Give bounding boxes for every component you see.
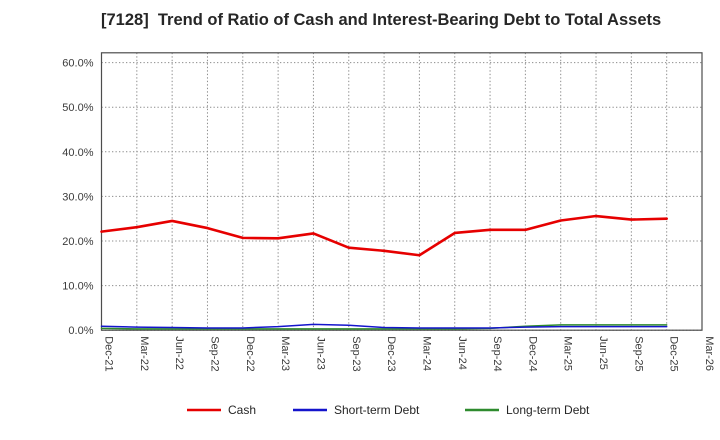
svg-text:10.0%: 10.0% [62,281,93,293]
svg-text:Short-term Debt: Short-term Debt [334,403,420,417]
svg-text:Sep-25: Sep-25 [632,336,644,371]
svg-text:50.0%: 50.0% [62,102,93,114]
svg-text:Mar-23: Mar-23 [279,336,291,371]
svg-text:Mar-25: Mar-25 [562,336,574,371]
svg-text:Dec-23: Dec-23 [385,336,397,371]
svg-text:Jun-25: Jun-25 [597,336,609,370]
svg-text:Jun-24: Jun-24 [456,336,468,370]
svg-text:0.0%: 0.0% [68,325,93,337]
svg-text:Dec-21: Dec-21 [103,336,115,371]
svg-text:Sep-23: Sep-23 [350,336,362,371]
svg-text:Dec-25: Dec-25 [668,336,680,371]
svg-text:Dec-22: Dec-22 [244,336,256,371]
svg-text:Cash: Cash [228,403,256,417]
svg-text:Dec-24: Dec-24 [526,336,538,371]
svg-text:Mar-22: Mar-22 [138,336,150,371]
svg-text:Mar-26: Mar-26 [703,336,715,371]
svg-text:60.0%: 60.0% [62,58,93,70]
svg-text:40.0%: 40.0% [62,147,93,159]
svg-text:Long-term Debt: Long-term Debt [506,403,590,417]
svg-text:Jun-22: Jun-22 [173,336,185,370]
svg-text:Sep-22: Sep-22 [208,336,220,371]
svg-text:30.0%: 30.0% [62,191,93,203]
svg-text:Sep-24: Sep-24 [491,336,503,371]
svg-text:20.0%: 20.0% [62,236,93,248]
svg-text:Jun-23: Jun-23 [314,336,326,370]
svg-text:Mar-24: Mar-24 [420,336,432,371]
